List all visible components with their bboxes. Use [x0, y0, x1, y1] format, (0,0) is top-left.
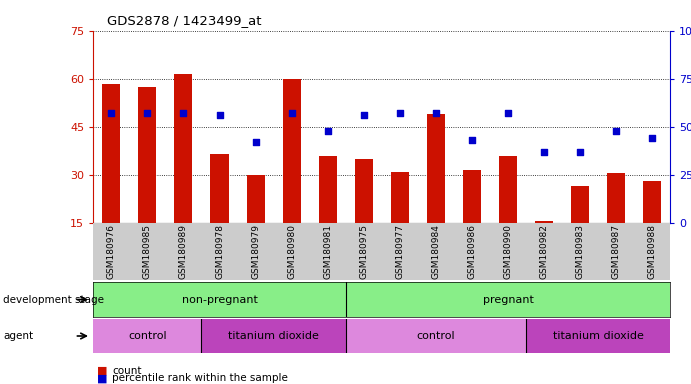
- Text: GSM180980: GSM180980: [287, 224, 296, 279]
- Bar: [202, 319, 346, 353]
- Bar: [283, 79, 301, 223]
- Text: GSM180976: GSM180976: [107, 224, 116, 279]
- Text: pregnant: pregnant: [482, 295, 533, 305]
- Text: GSM180981: GSM180981: [323, 224, 332, 279]
- Text: control: control: [128, 331, 167, 341]
- Text: titanium dioxide: titanium dioxide: [553, 331, 643, 341]
- Point: [106, 110, 117, 116]
- Point: [142, 110, 153, 116]
- Point: [611, 127, 622, 134]
- Text: GSM180986: GSM180986: [467, 224, 476, 279]
- Text: GSM180990: GSM180990: [504, 224, 513, 279]
- Text: percentile rank within the sample: percentile rank within the sample: [112, 373, 288, 383]
- Text: GSM180987: GSM180987: [612, 224, 621, 279]
- Text: GDS2878 / 1423499_at: GDS2878 / 1423499_at: [107, 14, 262, 27]
- Text: titanium dioxide: titanium dioxide: [228, 331, 319, 341]
- Text: GSM180983: GSM180983: [576, 224, 585, 279]
- Bar: [499, 156, 517, 223]
- Bar: [93, 319, 202, 353]
- Bar: [102, 84, 120, 223]
- Text: control: control: [417, 331, 455, 341]
- Text: GSM180988: GSM180988: [647, 224, 656, 279]
- Text: GSM180984: GSM180984: [431, 224, 440, 279]
- Point: [647, 135, 658, 141]
- Bar: [643, 181, 661, 223]
- Bar: [319, 156, 337, 223]
- Point: [214, 112, 225, 118]
- Point: [466, 137, 477, 143]
- Point: [178, 110, 189, 116]
- Text: agent: agent: [3, 331, 34, 341]
- Point: [250, 139, 261, 145]
- Bar: [211, 154, 229, 223]
- Bar: [346, 319, 526, 353]
- Bar: [463, 170, 481, 223]
- Bar: [607, 173, 625, 223]
- Point: [286, 110, 297, 116]
- Bar: [571, 186, 589, 223]
- Bar: [427, 114, 445, 223]
- Bar: [174, 74, 193, 223]
- Point: [430, 110, 442, 116]
- Point: [395, 110, 406, 116]
- Point: [575, 149, 586, 155]
- Point: [538, 149, 549, 155]
- Bar: [526, 319, 670, 353]
- Text: development stage: development stage: [3, 295, 104, 305]
- Point: [358, 112, 369, 118]
- Text: GSM180975: GSM180975: [359, 224, 368, 279]
- Text: GSM180985: GSM180985: [143, 224, 152, 279]
- Text: GSM180982: GSM180982: [540, 224, 549, 279]
- Point: [322, 127, 333, 134]
- Text: ■: ■: [97, 366, 111, 376]
- Text: ■: ■: [97, 373, 111, 383]
- Bar: [535, 221, 553, 223]
- Bar: [354, 159, 372, 223]
- Text: GSM180989: GSM180989: [179, 224, 188, 279]
- Point: [502, 110, 513, 116]
- Text: non-pregnant: non-pregnant: [182, 295, 258, 305]
- Bar: [391, 172, 409, 223]
- Bar: [247, 175, 265, 223]
- Bar: [138, 87, 156, 223]
- Text: count: count: [112, 366, 142, 376]
- Text: GSM180979: GSM180979: [251, 224, 260, 279]
- Text: GSM180978: GSM180978: [215, 224, 224, 279]
- Text: GSM180977: GSM180977: [395, 224, 404, 279]
